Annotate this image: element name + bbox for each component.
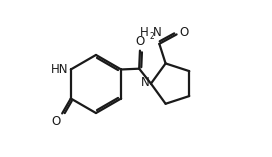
Text: 2: 2 xyxy=(150,32,154,41)
Text: HN: HN xyxy=(51,63,69,76)
Text: O: O xyxy=(51,115,61,128)
Text: O: O xyxy=(135,35,145,48)
Text: N: N xyxy=(141,76,149,89)
Text: H: H xyxy=(140,26,149,39)
Text: N: N xyxy=(153,26,162,39)
Text: O: O xyxy=(179,26,188,39)
